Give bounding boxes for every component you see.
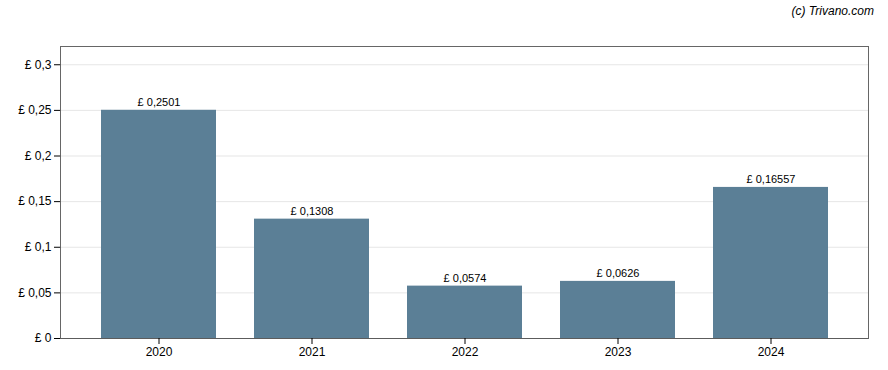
svg-text:£ 0,0574: £ 0,0574	[444, 272, 487, 284]
svg-text:£ 0,2: £ 0,2	[25, 149, 52, 163]
svg-text:£ 0,16557: £ 0,16557	[747, 173, 796, 185]
svg-text:£ 0,25: £ 0,25	[18, 103, 52, 117]
svg-text:£ 0: £ 0	[35, 331, 52, 345]
svg-text:£ 0,15: £ 0,15	[18, 194, 52, 208]
svg-text:2021: 2021	[299, 345, 326, 359]
svg-text:£ 0,05: £ 0,05	[18, 286, 52, 300]
svg-text:2023: 2023	[605, 345, 632, 359]
svg-text:£ 0,3: £ 0,3	[25, 58, 52, 72]
svg-text:2020: 2020	[146, 345, 173, 359]
svg-text:£ 0,1308: £ 0,1308	[291, 205, 334, 217]
svg-text:2024: 2024	[758, 345, 785, 359]
svg-text:2022: 2022	[452, 345, 479, 359]
svg-text:£ 0,2501: £ 0,2501	[138, 96, 181, 108]
svg-text:£ 0,1: £ 0,1	[25, 240, 52, 254]
svg-text:£ 0,0626: £ 0,0626	[597, 267, 640, 279]
html-text:(c) Trivano.com: (c) Trivano.com	[791, 4, 874, 18]
